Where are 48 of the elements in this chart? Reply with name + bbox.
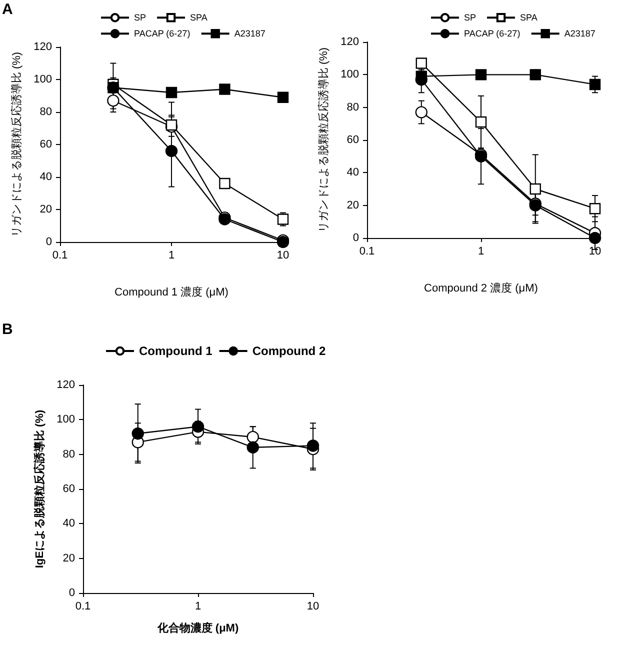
y-tick-label: 40 (62, 518, 75, 530)
legend-label: PACAP (6-27) (134, 28, 190, 39)
x-tick-label: 1 (194, 600, 202, 612)
y-tick-label: 20 (40, 204, 52, 216)
y-tick-label: 100 (56, 414, 75, 426)
y-tick-label: 120 (34, 41, 52, 53)
y-tick-label: 80 (346, 101, 359, 114)
y-tick-label: 0 (46, 236, 52, 248)
x-axis-title: Compound 1 濃度 (μM) (114, 286, 228, 298)
x-axis-title: 化合物濃度 (μM) (156, 622, 239, 634)
legend-label: Compound 2 (252, 344, 326, 358)
x-tick-label: 0.1 (359, 246, 375, 258)
text: B (2, 321, 13, 338)
y-tick-label: 80 (40, 106, 52, 118)
legend-label: SPA (520, 12, 538, 23)
y-tick-label: 120 (340, 36, 359, 48)
x-tick-label: 0.1 (75, 600, 91, 612)
y-axis-title: リガンドによる脱顆粒反応誘導比 (%) (10, 52, 24, 238)
y-tick-label: 100 (340, 68, 359, 81)
y-axis-title: リガンドによる脱顆粒反応誘導比 (%) (317, 47, 330, 233)
text: A (2, 1, 13, 18)
x-tick-label: 1 (478, 246, 484, 258)
x-tick-label: 10 (276, 250, 290, 262)
legend-label: SP (134, 12, 146, 23)
x-tick-label: 0.1 (52, 250, 68, 262)
y-tick-label: 120 (56, 379, 75, 391)
y-tick-label: 0 (68, 587, 75, 599)
legend-label: A23187 (564, 28, 596, 39)
y-tick-label: 20 (346, 199, 359, 212)
y-tick-label: 60 (62, 483, 75, 495)
y-tick-label: 60 (40, 138, 52, 150)
y-tick-label: 40 (346, 166, 359, 179)
y-tick-label: 80 (62, 448, 75, 460)
x-tick-label: 10 (306, 600, 320, 612)
x-tick-label: 10 (588, 246, 602, 258)
legend-label: A23187 (234, 28, 266, 39)
x-axis-title: Compound 2 濃度 (μM) (424, 282, 538, 294)
y-tick-label: 100 (34, 74, 52, 86)
y-tick-label: 20 (62, 552, 75, 564)
legend-label: Compound 1 (139, 344, 213, 358)
legend-label: PACAP (6-27) (464, 28, 520, 39)
x-tick-label: 1 (168, 250, 175, 262)
y-axis-title: IgEによる脱顆粒反応誘導比 (%) (33, 410, 46, 568)
legend-label: SPA (190, 12, 208, 23)
y-tick-label: 0 (352, 232, 359, 244)
legend-label: SP (464, 12, 476, 23)
y-tick-label: 40 (40, 171, 52, 183)
y-tick-label: 60 (346, 134, 359, 146)
